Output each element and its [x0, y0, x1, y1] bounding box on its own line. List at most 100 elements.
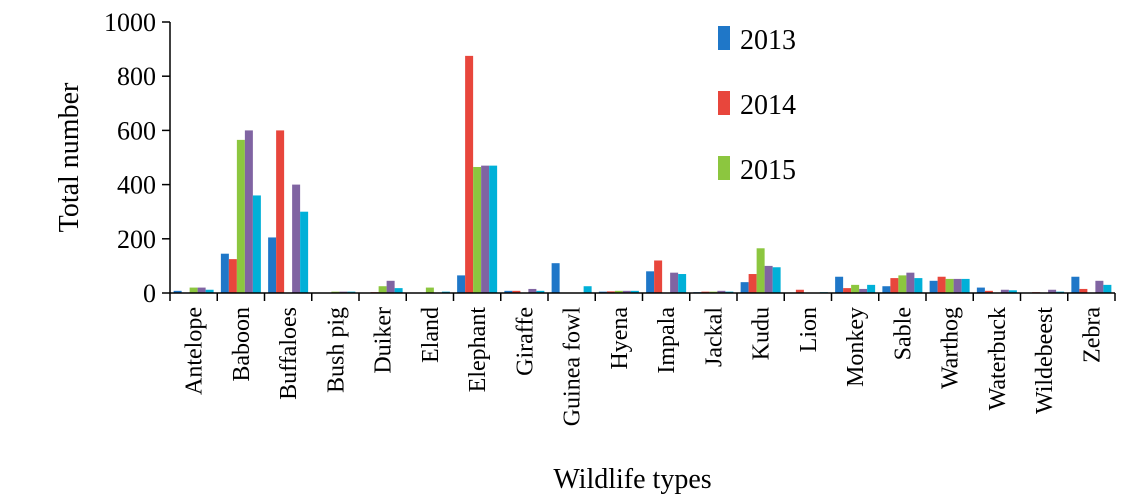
bar-buffaloes-series-1	[268, 237, 277, 293]
x-axis-title: Wildlife types	[553, 464, 711, 495]
bar-jackal-series-4	[717, 290, 726, 293]
bar-elephant-series-2	[465, 55, 474, 293]
x-tick-label-elephant: Elephant	[465, 307, 491, 393]
bar-sable-series-2	[890, 278, 899, 293]
bar-zebra-series-1	[1071, 276, 1080, 293]
bar-monkey-series-2	[843, 288, 852, 293]
bar-monkey-series-1	[835, 276, 844, 293]
bar-eland-series-3	[425, 287, 434, 293]
bar-sable-series-3	[898, 275, 907, 293]
bar-giraffe-series-2	[512, 290, 521, 293]
x-tick-label-jackal: Jackal	[701, 307, 727, 367]
x-tick-label-guinea-fowl: Guinea fowl	[560, 307, 586, 427]
bar-waterbuck-series-1	[976, 287, 985, 293]
bar-antelope-series-3	[189, 287, 198, 293]
x-tick-label-duiker: Duiker	[371, 307, 397, 374]
bar-zebra-series-5	[1103, 284, 1112, 293]
y-tick-label: 0	[143, 279, 156, 308]
x-tick-label-waterbuck: Waterbuck	[985, 307, 1011, 410]
y-tick-label: 200	[117, 225, 156, 254]
bar-monkey-series-5	[867, 284, 876, 293]
bar-wildebeest-series-4	[1048, 289, 1057, 293]
bar-elephant-series-3	[473, 166, 482, 293]
x-tick-label-zebra: Zebra	[1079, 307, 1105, 363]
legend: 2013 2014 2015	[718, 25, 796, 186]
bar-elephant-series-4	[481, 165, 490, 293]
bar-baboon-series-1	[220, 253, 229, 293]
bar-warthog-series-5	[961, 278, 970, 293]
bar-monkey-series-3	[851, 284, 860, 293]
bar-zebra-series-4	[1095, 280, 1104, 293]
bar-baboon-series-3	[236, 139, 245, 293]
x-tick-label-hyena: Hyena	[607, 307, 633, 370]
bar-giraffe-series-1	[504, 290, 513, 293]
bar-monkey-series-4	[859, 288, 868, 293]
bar-impala-series-2	[654, 260, 663, 293]
legend-swatch-2015	[718, 156, 730, 180]
bar-buffaloes-series-4	[292, 184, 301, 293]
bar-lion-series-2	[795, 289, 804, 293]
bar-baboon-series-4	[244, 130, 253, 293]
x-tick-label-lion: Lion	[796, 307, 822, 352]
bar-guinea-fowl-series-1	[551, 263, 560, 293]
x-tick-label-bush-pig: Bush pig	[323, 307, 349, 393]
bar-zebra-series-2	[1079, 288, 1088, 293]
y-tick-label: 1000	[104, 8, 156, 37]
bar-warthog-series-4	[953, 278, 962, 293]
bar-kudu-series-3	[756, 248, 765, 293]
bar-kudu-series-1	[740, 282, 749, 293]
x-labels-group: Antelope Baboon Buffaloes Bush pig Duiker Ela…	[169, 293, 1116, 427]
bar-warthog-series-3	[945, 278, 954, 293]
x-tick-label-giraffe: Giraffe	[512, 307, 538, 376]
x-tick-label-warthog: Warthog	[938, 307, 964, 389]
x-tick-label-antelope: Antelope	[182, 307, 208, 395]
x-tick-label-buffaloes: Buffaloes	[276, 307, 302, 400]
x-tick-label-eland: Eland	[418, 307, 444, 363]
bar-impala-series-4	[670, 272, 679, 293]
x-tick-label-wildebeest: Wildebeest	[1032, 307, 1058, 414]
bar-hyena-series-2	[606, 291, 615, 293]
y-ticks-group: 0 200 400 600 800 1000	[104, 8, 170, 308]
x-tick-label-monkey: Monkey	[843, 307, 869, 387]
bar-waterbuck-series-4	[1000, 289, 1009, 293]
bar-baboon-series-5	[252, 195, 261, 293]
y-tick-label: 400	[117, 171, 156, 200]
bar-guinea-fowl-series-5	[583, 286, 592, 293]
bar-waterbuck-series-5	[1008, 290, 1017, 293]
bar-buffaloes-series-5	[300, 211, 309, 293]
bar-waterbuck-series-2	[984, 290, 993, 293]
bar-antelope-series-4	[197, 287, 206, 293]
bar-elephant-series-1	[457, 275, 466, 293]
x-tick-label-kudu: Kudu	[749, 307, 775, 360]
bar-baboon-series-2	[228, 259, 237, 293]
bar-hyena-series-5	[630, 290, 639, 293]
bar-sable-series-4	[906, 272, 915, 293]
bar-buffaloes-series-2	[276, 130, 285, 293]
bar-warthog-series-1	[929, 280, 938, 293]
bar-duiker-series-4	[386, 280, 395, 293]
legend-label-2013: 2013	[740, 25, 796, 56]
x-tick-label-impala: Impala	[654, 307, 680, 374]
bars-group	[173, 55, 1112, 293]
axes-group	[169, 22, 1115, 294]
bar-kudu-series-2	[748, 274, 757, 293]
bar-hyena-series-3	[614, 290, 623, 293]
bar-impala-series-1	[646, 271, 655, 293]
bar-elephant-series-5	[489, 165, 498, 293]
bar-duiker-series-3	[378, 286, 387, 293]
x-tick-label-sable: Sable	[890, 307, 916, 360]
bar-warthog-series-2	[937, 276, 946, 293]
bar-kudu-series-5	[772, 267, 781, 293]
bar-antelope-series-1	[173, 290, 182, 293]
bar-giraffe-series-4	[528, 288, 537, 293]
y-tick-label: 600	[117, 116, 156, 145]
legend-label-2014: 2014	[740, 90, 796, 121]
bar-giraffe-series-5	[536, 290, 545, 293]
bar-kudu-series-4	[764, 265, 773, 293]
y-axis-title: Total number	[54, 82, 85, 232]
legend-swatch-2014	[718, 91, 730, 115]
bar-impala-series-5	[678, 274, 687, 293]
bar-antelope-series-5	[205, 289, 214, 293]
legend-label-2015: 2015	[740, 155, 796, 186]
